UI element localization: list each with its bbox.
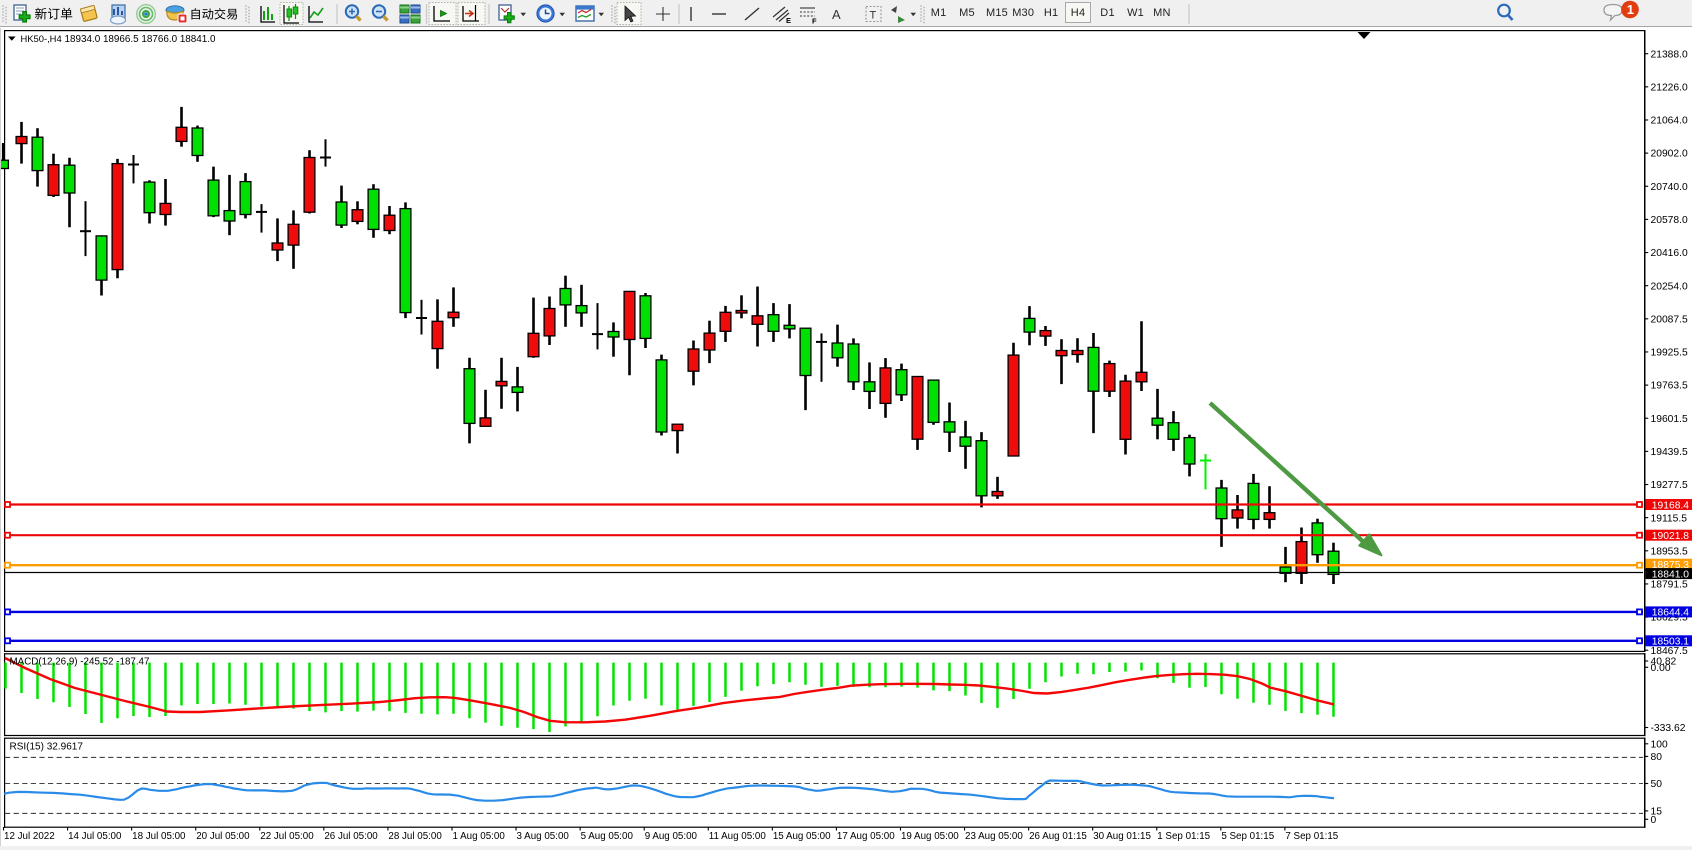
svg-text:1 Sep 01:15: 1 Sep 01:15 bbox=[1157, 831, 1210, 842]
svg-text:80: 80 bbox=[1651, 752, 1663, 763]
svg-text:40.82: 40.82 bbox=[1651, 657, 1677, 668]
svg-text:15: 15 bbox=[1651, 807, 1663, 818]
svg-text:3 Aug 05:00: 3 Aug 05:00 bbox=[517, 831, 570, 842]
svg-text:21388.0: 21388.0 bbox=[1651, 49, 1688, 60]
svg-text:28 Jul 05:00: 28 Jul 05:00 bbox=[388, 831, 442, 842]
svg-text:20087.5: 20087.5 bbox=[1651, 314, 1688, 325]
svg-text:19601.5: 19601.5 bbox=[1651, 414, 1688, 425]
svg-text:20578.0: 20578.0 bbox=[1651, 215, 1688, 226]
svg-text:-333.62: -333.62 bbox=[1651, 723, 1686, 734]
svg-text:HK50-,H4: HK50-,H4 bbox=[21, 33, 62, 44]
svg-text:MACD(12,26,9) -245.52 -187.47: MACD(12,26,9) -245.52 -187.47 bbox=[10, 657, 150, 668]
svg-text:19763.5: 19763.5 bbox=[1651, 381, 1688, 392]
svg-text:9 Aug 05:00: 9 Aug 05:00 bbox=[645, 831, 698, 842]
svg-text:12 Jul 2022: 12 Jul 2022 bbox=[4, 831, 55, 842]
svg-text:26 Aug 01:15: 26 Aug 01:15 bbox=[1029, 831, 1087, 842]
svg-text:18 Jul 05:00: 18 Jul 05:00 bbox=[132, 831, 186, 842]
svg-text:18953.5: 18953.5 bbox=[1651, 546, 1688, 557]
svg-text:19277.5: 19277.5 bbox=[1651, 480, 1688, 491]
svg-text:RSI(15) 32.9617: RSI(15) 32.9617 bbox=[10, 742, 84, 753]
svg-text:11 Aug 05:00: 11 Aug 05:00 bbox=[709, 831, 767, 842]
svg-text:14 Jul 05:00: 14 Jul 05:00 bbox=[68, 831, 122, 842]
svg-text:7 Sep 01:15: 7 Sep 01:15 bbox=[1285, 831, 1338, 842]
svg-text:100: 100 bbox=[1651, 739, 1668, 750]
svg-text:1 Aug 05:00: 1 Aug 05:00 bbox=[452, 831, 505, 842]
svg-text:50: 50 bbox=[1651, 779, 1663, 790]
svg-text:5 Sep 01:15: 5 Sep 01:15 bbox=[1221, 831, 1274, 842]
svg-text:21064.0: 21064.0 bbox=[1651, 116, 1688, 127]
svg-text:18875.3: 18875.3 bbox=[1652, 560, 1689, 571]
svg-text:15 Aug 05:00: 15 Aug 05:00 bbox=[773, 831, 831, 842]
svg-text:21226.0: 21226.0 bbox=[1651, 82, 1688, 93]
svg-text:19925.5: 19925.5 bbox=[1651, 348, 1688, 359]
svg-text:F: F bbox=[812, 17, 817, 26]
svg-text:18467.5: 18467.5 bbox=[1651, 646, 1688, 657]
svg-text:23 Aug 05:00: 23 Aug 05:00 bbox=[965, 831, 1023, 842]
svg-text:19115.5: 19115.5 bbox=[1651, 513, 1688, 524]
svg-text:18841.0: 18841.0 bbox=[1652, 569, 1689, 580]
svg-text:18934.0 18966.5 18766.0 18841.: 18934.0 18966.5 18766.0 18841.0 bbox=[65, 34, 217, 45]
svg-text:19 Aug 05:00: 19 Aug 05:00 bbox=[901, 831, 959, 842]
svg-text:19439.5: 19439.5 bbox=[1651, 447, 1688, 458]
svg-text:1: 1 bbox=[1627, 2, 1634, 17]
svg-text:18503.1: 18503.1 bbox=[1652, 637, 1689, 648]
svg-text:30 Aug 01:15: 30 Aug 01:15 bbox=[1093, 831, 1151, 842]
svg-text:17 Aug 05:00: 17 Aug 05:00 bbox=[837, 831, 895, 842]
svg-text:20254.0: 20254.0 bbox=[1651, 281, 1688, 292]
svg-text:18629.5: 18629.5 bbox=[1651, 613, 1688, 624]
svg-text:20740.0: 20740.0 bbox=[1651, 182, 1688, 193]
svg-text:0: 0 bbox=[1651, 815, 1657, 826]
svg-text:22 Jul 05:00: 22 Jul 05:00 bbox=[260, 831, 314, 842]
svg-text:E: E bbox=[786, 16, 791, 25]
svg-text:19021.8: 19021.8 bbox=[1652, 531, 1689, 542]
svg-text:A: A bbox=[832, 7, 841, 22]
svg-text:20416.0: 20416.0 bbox=[1651, 248, 1688, 259]
svg-text:0.00: 0.00 bbox=[1651, 663, 1671, 674]
svg-text:18791.5: 18791.5 bbox=[1651, 580, 1688, 591]
svg-text:18644.4: 18644.4 bbox=[1652, 608, 1689, 619]
svg-text:20902.0: 20902.0 bbox=[1651, 149, 1688, 160]
svg-text:20 Jul 05:00: 20 Jul 05:00 bbox=[196, 831, 250, 842]
svg-text:5 Aug 05:00: 5 Aug 05:00 bbox=[581, 831, 634, 842]
svg-text:19168.4: 19168.4 bbox=[1652, 500, 1689, 511]
svg-text:26 Jul 05:00: 26 Jul 05:00 bbox=[324, 831, 378, 842]
svg-text:T: T bbox=[870, 10, 877, 22]
